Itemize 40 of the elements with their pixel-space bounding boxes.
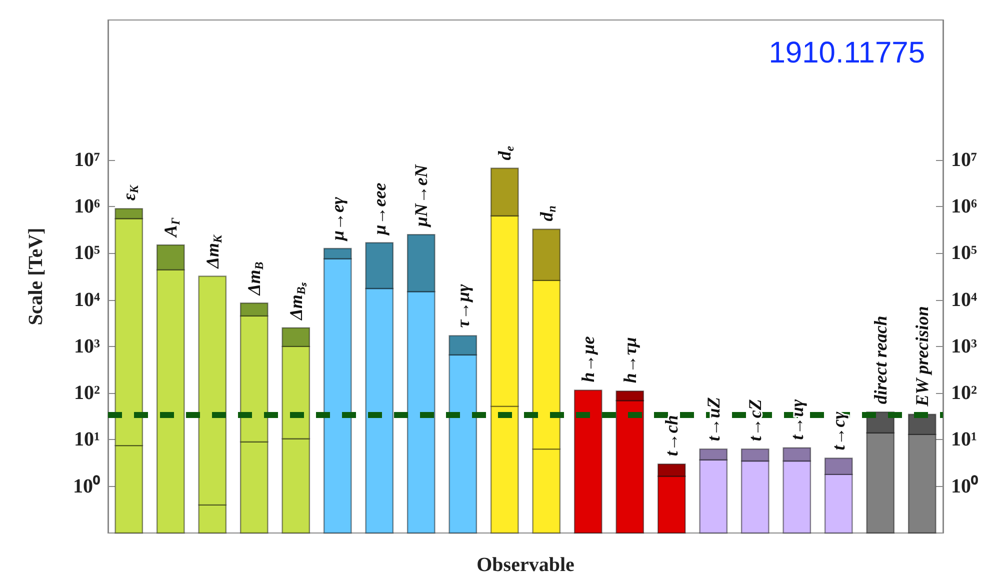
x-tick-label: EW precision — [912, 306, 932, 408]
bar — [574, 390, 602, 534]
y-tick-label: 10⁷ — [74, 148, 100, 171]
x-tick-label: h→τμ — [620, 337, 640, 384]
x-tick-label: ΔmK — [202, 234, 224, 270]
x-tick-label: AΓ — [160, 216, 183, 238]
x-tick-label: t→cZ — [745, 399, 766, 442]
x-tick-label: t→cγ — [828, 411, 849, 450]
x-tick-label: μN→eN — [411, 164, 432, 228]
y-tick-label: 10³ — [74, 335, 100, 358]
x-tick-label: ΔmB — [244, 262, 266, 296]
y-tick-label: 10⁴ — [74, 288, 100, 311]
x-tick-label: t→ch — [662, 415, 682, 456]
text: 10⁷ — [951, 148, 977, 171]
x-tick-label: t→uγ — [786, 398, 807, 440]
x-tick-label: μ→eγ — [328, 196, 348, 242]
annotation: 1910.11775 — [768, 36, 926, 70]
text: 10¹ — [951, 428, 977, 451]
text: 10⁰ — [951, 475, 978, 498]
x-tick-label: h→μe — [578, 336, 598, 382]
x-axis-title: Observable — [476, 554, 575, 576]
y-tick-label: 10⁰ — [73, 474, 100, 498]
y-tick-label: 10⁶ — [74, 196, 100, 218]
text: 10⁶ — [951, 196, 977, 218]
y-tick-label: 10⁵ — [74, 242, 100, 264]
text: 10⁵ — [951, 242, 977, 264]
y-tick-label: 10¹ — [74, 428, 100, 451]
x-tick-label: t→uZ — [703, 397, 724, 442]
x-tick-label: dn — [536, 205, 558, 222]
x-tick-label: de — [494, 145, 517, 160]
x-tick-label: direct reach — [870, 316, 890, 404]
x-tick-label: ΔmBₛ — [286, 282, 308, 321]
y-axis-title: Scale [TeV] — [25, 228, 47, 326]
y-tick-label: 10² — [74, 382, 100, 404]
text: 10³ — [951, 335, 977, 358]
x-tick-label: τ→μγ — [452, 284, 473, 328]
x-tick-label: εK — [118, 184, 141, 201]
text: 10⁴ — [951, 288, 977, 311]
text: 10² — [951, 382, 977, 404]
x-tick-label: μ→eee — [369, 182, 390, 236]
